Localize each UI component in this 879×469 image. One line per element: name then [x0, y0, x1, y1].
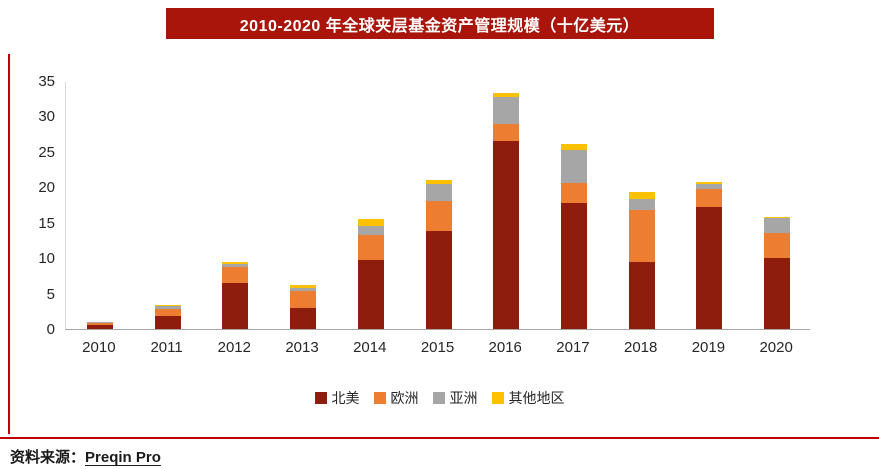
bar-2010 — [86, 321, 113, 329]
x-tick-label-2011: 2011 — [150, 339, 183, 356]
bar-segment-欧洲 — [290, 291, 317, 308]
bar-segment-欧洲 — [696, 188, 723, 208]
x-tick-label-2019: 2019 — [691, 339, 726, 356]
bar-2014 — [357, 219, 384, 329]
bar-segment-北美 — [493, 141, 520, 329]
x-tick-label-2017: 2017 — [556, 339, 590, 356]
y-tick-label: 30 — [38, 108, 55, 126]
bar-segment-欧洲 — [764, 233, 791, 259]
legend-item-亚洲: 亚洲 — [432, 388, 478, 408]
bar-segment-北美 — [357, 259, 384, 329]
bar-segment-欧洲 — [560, 183, 587, 203]
bar-2012 — [222, 261, 249, 329]
x-tick-label-2010: 2010 — [82, 339, 116, 356]
bar-segment-亚洲 — [628, 199, 655, 210]
bar-segment-亚洲 — [493, 96, 520, 124]
legend-swatch-icon — [432, 392, 445, 404]
chart-title-banner: 2010-2020 年全球夹层基金资产管理规模（十亿美元） — [165, 8, 714, 39]
y-tick-label: 15 — [38, 214, 55, 232]
bar-2017 — [560, 144, 587, 329]
source-label: 资料来源： — [10, 449, 86, 466]
y-tick-label: 35 — [38, 73, 55, 90]
bar-segment-北美 — [764, 258, 791, 329]
bar-2020 — [764, 217, 791, 329]
bar-segment-欧洲 — [154, 309, 181, 317]
bar-segment-北美 — [290, 307, 317, 329]
bar-segment-亚洲 — [764, 218, 791, 234]
bar-segment-亚洲 — [425, 183, 452, 202]
bar-segment-北美 — [696, 207, 723, 329]
legend-label: 亚洲 — [449, 390, 478, 406]
chart-title: 2010-2020 年全球夹层基金资产管理规模（十亿美元） — [239, 17, 640, 35]
x-tick-label-2020: 2020 — [759, 339, 793, 356]
bar-segment-其他地区 — [493, 93, 520, 97]
bar-segment-亚洲 — [222, 263, 249, 268]
bar-2016 — [493, 93, 520, 329]
bar-segment-北美 — [628, 261, 655, 329]
bar-2019 — [696, 182, 723, 329]
x-tick-label-2015: 2015 — [420, 339, 455, 356]
bar-segment-亚洲 — [86, 321, 113, 323]
legend-label: 其他地区 — [508, 390, 565, 406]
x-tick-label-2018: 2018 — [623, 339, 658, 356]
legend-item-北美: 北美 — [314, 388, 360, 408]
legend-swatch-icon — [373, 392, 386, 404]
bar-segment-欧洲 — [222, 267, 249, 283]
bar-segment-欧洲 — [493, 123, 520, 142]
y-tick-label: 10 — [38, 250, 55, 268]
bar-segment-北美 — [154, 316, 181, 329]
legend: 北美 欧洲 亚洲 其他地区 — [0, 388, 879, 408]
legend-label: 北美 — [331, 390, 360, 406]
bar-segment-其他地区 — [425, 180, 452, 184]
y-tick-label: 5 — [46, 285, 55, 303]
bar-segment-北美 — [560, 202, 587, 329]
y-tick-label: 20 — [38, 179, 55, 197]
bar-segment-其他地区 — [696, 182, 723, 184]
source-name[interactable]: Preqin Pro — [85, 449, 161, 466]
x-tick-label-2016: 2016 — [488, 339, 522, 356]
y-tick-label: 0 — [46, 321, 55, 338]
legend-item-其他地区: 其他地区 — [491, 388, 565, 408]
bar-2013 — [290, 285, 317, 329]
bar-segment-其他地区 — [764, 217, 791, 219]
legend-swatch-icon — [491, 392, 504, 404]
bar-2018 — [628, 192, 655, 329]
y-tick-label: 25 — [38, 143, 55, 161]
bar-segment-欧洲 — [357, 234, 384, 260]
bar-segment-亚洲 — [696, 183, 723, 189]
bar-segment-北美 — [222, 282, 249, 329]
bar-segment-欧洲 — [86, 322, 113, 326]
bar-2011 — [154, 304, 181, 329]
bar-segment-其他地区 — [560, 144, 587, 151]
bar-segment-其他地区 — [222, 261, 249, 264]
plot-area — [65, 82, 810, 330]
bar-segment-欧洲 — [425, 201, 452, 232]
bar-segment-亚洲 — [154, 305, 181, 310]
x-tick-label-2013: 2013 — [285, 339, 319, 356]
bar-segment-欧洲 — [628, 209, 655, 262]
bar-2015 — [425, 180, 452, 329]
bar-segment-北美 — [86, 325, 113, 329]
legend-swatch-icon — [314, 392, 327, 404]
bar-segment-北美 — [425, 231, 452, 329]
bar-segment-其他地区 — [357, 219, 384, 227]
legend-item-欧洲: 欧洲 — [373, 388, 419, 408]
bar-segment-亚洲 — [357, 226, 384, 235]
bar-segment-亚洲 — [290, 287, 317, 292]
bar-segment-其他地区 — [628, 192, 655, 200]
legend-label: 欧洲 — [390, 390, 419, 406]
bar-segment-亚洲 — [560, 150, 587, 184]
left-accent-line — [8, 54, 10, 434]
x-tick-label-2014: 2014 — [353, 339, 387, 356]
footer-divider-line — [0, 437, 879, 439]
bar-segment-其他地区 — [290, 285, 317, 288]
x-tick-label-2012: 2012 — [217, 339, 251, 356]
bar-segment-其他地区 — [154, 304, 181, 306]
source-note: 资料来源：Preqin Pro — [10, 446, 161, 467]
